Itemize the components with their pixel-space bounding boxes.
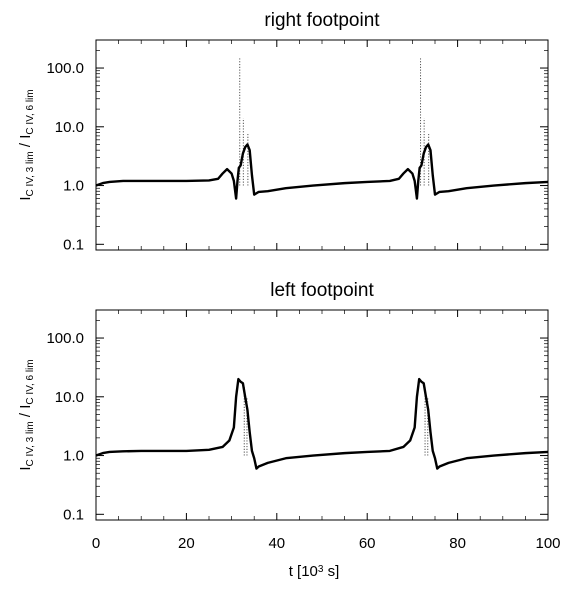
x-axis-label-part: s] [323,563,339,580]
plot-frame [95,39,549,251]
x-tick-label: 40 [268,535,285,552]
y-axis-label-part: / [17,139,34,152]
x-axis-label-part: t [10 [289,563,318,580]
y-axis-label-subscript: C IV, 6 lim [25,359,36,404]
series-line-1 [95,377,549,470]
y-axis-label-subscript: C IV, 3 lim [25,151,36,196]
x-tick-label: 100 [535,535,560,552]
y-tick-label: 0.1 [63,236,84,253]
x-tick-label: 20 [178,535,195,552]
y-tick-label: 10.0 [55,119,84,136]
y-tick-label: 100.0 [46,330,84,347]
y-axis-label-subscript: C IV, 6 lim [25,89,36,134]
y-axis-label-part: I [17,466,34,470]
y-tick-label: 0.1 [63,506,84,523]
y-axis-label: IC IV, 3 lim / IC IV, 6 lim [17,359,36,470]
y-axis-label-part: I [17,405,34,409]
x-tick-label: 60 [359,535,376,552]
y-axis-label-subscript: C IV, 3 lim [25,421,36,466]
y-axis-label-part: I [17,135,34,139]
panel-title: right footpoint [264,10,380,31]
panel-title: left footpoint [270,280,374,301]
chart-panel-2: left footpoint 0 20 40 60 80 100 0.1 1.0 10.0 100.… [17,280,561,580]
x-tick-label: 0 [92,535,100,552]
x-axis-label: t [103 s] [289,563,340,580]
series-line-1 [95,143,549,200]
y-tick-label: 1.0 [63,178,84,195]
y-axis-label-part: I [17,196,34,200]
plot-frame [95,309,549,521]
x-axis-label-superscript: 3 [318,564,324,575]
y-axis-label-part: / [17,409,34,422]
y-tick-label: 1.0 [63,448,84,465]
y-tick-label: 100.0 [46,60,84,77]
y-tick-label: 10.0 [55,389,84,406]
y-axis-label: IC IV, 3 lim / IC IV, 6 lim [17,89,36,200]
x-tick-label: 80 [449,535,466,552]
